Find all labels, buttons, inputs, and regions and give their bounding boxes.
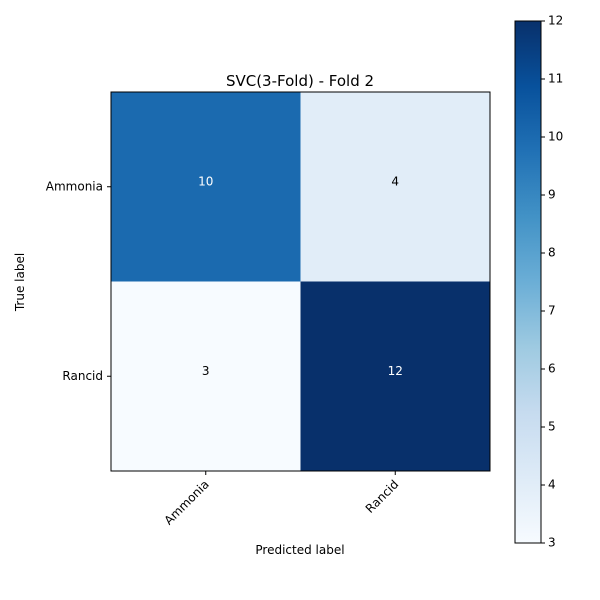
colorbar-tick-label: 8 [548,246,556,260]
colorbar-tick-label: 7 [548,304,556,318]
colorbar-tick-label: 3 [548,536,556,550]
y-axis-label: True label [13,253,27,312]
heatmap-cell [300,92,490,282]
x-tick-label: Ammonia [162,477,212,527]
x-axis-label: Predicted label [255,543,344,557]
heatmap-cell [111,92,301,282]
x-tick-label: Rancid [363,477,402,516]
colorbar-ticks: 3 4 5 6 7 8 9 10 11 12 [541,14,563,550]
colorbar [514,20,542,544]
cell-value-label: 10 [198,174,213,188]
colorbar-tick-label: 11 [548,72,563,86]
colorbar-tick-label: 10 [548,130,563,144]
heatmap-cell [111,281,301,471]
cell-value-label: 3 [202,364,210,378]
chart-title: SVC(3-Fold) - Fold 2 [226,72,374,90]
colorbar-tick-label: 12 [548,14,563,28]
heatmap-cells: 10 4 3 12 [111,92,490,471]
colorbar-tick-label: 6 [548,362,556,376]
colorbar-tick-label: 9 [548,188,556,202]
y-tick-label: Ammonia [46,179,103,193]
plot-frame [110,91,491,472]
cell-value-label: 12 [388,364,403,378]
cell-value-label: 4 [391,174,399,188]
colorbar-tick-label: 4 [548,478,556,492]
heatmap-cell [300,281,490,471]
x-axis-ticks: Ammonia Rancid [162,471,402,528]
colorbar-tick-label: 5 [548,420,556,434]
y-axis-ticks: Ammonia Rancid [46,179,111,383]
y-tick-label: Rancid [62,369,103,383]
